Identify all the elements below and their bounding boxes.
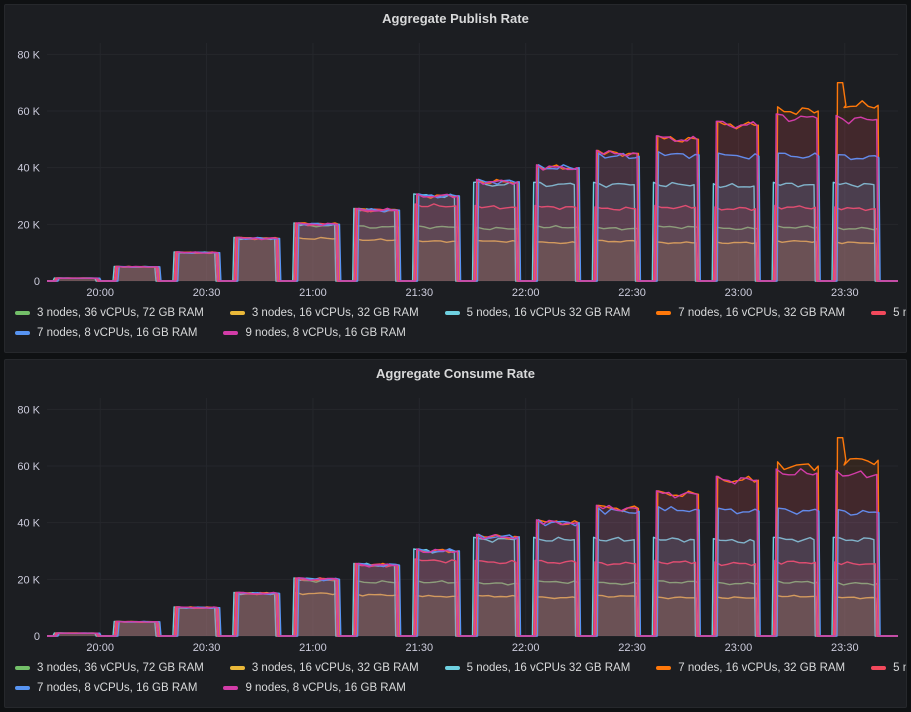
legend-series-swatch-icon xyxy=(444,666,460,670)
x-axis-tick-label: 22:00 xyxy=(512,287,540,299)
publish-rate-legend: 3 nodes, 36 vCPUs, 72 GB RAM 3 nodes, 16 … xyxy=(11,301,906,343)
legend-series-label: 7 nodes, 8 vCPUs, 16 GB RAM xyxy=(37,327,198,339)
x-axis-tick-label: 20:30 xyxy=(193,287,221,299)
legend-series-label: 3 nodes, 16 vCPUs, 32 GB RAM xyxy=(251,662,419,674)
legend-series-swatch-icon xyxy=(223,331,239,335)
panel-title-consume: Aggregate Consume Rate xyxy=(376,366,535,381)
legend-item[interactable]: 5 nodes, 16 vCPUs 32 GB RAM xyxy=(444,307,631,319)
legend-series-label: 7 nodes, 16 vCPUs, 32 GB RAM xyxy=(678,662,846,674)
legend-item[interactable]: 3 nodes, 16 vCPUs, 32 GB RAM xyxy=(229,307,419,319)
legend-series-swatch-icon xyxy=(223,686,239,690)
panel-title-publish: Aggregate Publish Rate xyxy=(382,11,529,26)
legend-item[interactable]: 3 nodes, 16 vCPUs, 32 GB RAM xyxy=(229,662,419,674)
x-axis-tick-label: 22:00 xyxy=(512,642,540,654)
legend-series-label: 3 nodes, 36 vCPUs, 72 GB RAM xyxy=(37,307,204,319)
x-axis-tick-label: 21:00 xyxy=(299,287,327,299)
x-axis-tick-label: 23:00 xyxy=(725,287,753,299)
series-7 xyxy=(47,113,898,282)
y-axis-tick-label: 80 K xyxy=(17,49,40,61)
legend-row: 7 nodes, 8 vCPUs, 16 GB RAM 9 nodes, 8 vC… xyxy=(15,323,898,343)
legend-series-swatch-icon xyxy=(229,311,245,315)
y-axis-tick-label: 80 K xyxy=(17,404,40,416)
legend-series-swatch-icon xyxy=(444,311,460,315)
chart-canvas[interactable]: 20:00 20:30 21:00 21:30 22:00 22:30 23:00 23:30… xyxy=(11,31,907,301)
y-axis-tick-label: 60 K xyxy=(17,461,40,473)
legend-item[interactable]: 5 nodes, 16 vCPUs 32 GB RAM xyxy=(444,662,631,674)
legend-series-label: 3 nodes, 36 vCPUs, 72 GB RAM xyxy=(37,662,204,674)
y-axis-tick-label: 60 K xyxy=(17,106,40,118)
y-axis-tick-label: 40 K xyxy=(17,163,40,175)
chart-canvas[interactable]: 20:00 20:30 21:00 21:30 22:00 22:30 23:00 23:30… xyxy=(11,386,907,656)
legend-series-swatch-icon xyxy=(871,666,887,670)
x-axis-tick-label: 22:30 xyxy=(618,642,646,654)
legend-item[interactable]: 7 nodes, 16 vCPUs, 32 GB RAM xyxy=(656,662,845,674)
legend-item[interactable]: 3 nodes, 36 vCPUs, 72 GB RAM xyxy=(15,662,204,674)
legend-series-swatch-icon xyxy=(229,666,245,670)
legend-series-label: 3 nodes, 16 vCPUs, 32 GB RAM xyxy=(251,307,419,319)
legend-series-label: 7 nodes, 16 vCPUs, 32 GB RAM xyxy=(678,307,846,319)
legend-item[interactable]: 5 nodes, 8 vCPUs, 16 GB RAM xyxy=(871,662,906,674)
legend-item[interactable]: 7 nodes, 16 vCPUs, 32 GB RAM xyxy=(656,307,845,319)
consume-rate-legend: 3 nodes, 36 vCPUs, 72 GB RAM 3 nodes, 16 … xyxy=(11,656,906,698)
panel-aggregate-publish-rate: Aggregate Publish Rate 20:00 20:30 21:00 21… xyxy=(4,4,907,353)
y-axis-tick-label: 20 K xyxy=(17,574,40,586)
legend-series-swatch-icon xyxy=(15,311,30,315)
x-axis-tick-label: 20:00 xyxy=(86,287,114,299)
x-axis-tick-label: 20:30 xyxy=(193,642,221,654)
legend-series-swatch-icon xyxy=(656,311,672,315)
legend-series-label: 5 nodes, 8 vCPUs, 16 GB RAM xyxy=(893,307,906,319)
legend-series-swatch-icon xyxy=(871,311,887,315)
legend-item[interactable]: 9 nodes, 8 vCPUs, 16 GB RAM xyxy=(223,682,406,694)
legend-row: 7 nodes, 8 vCPUs, 16 GB RAM 9 nodes, 8 vC… xyxy=(15,678,898,698)
legend-item[interactable]: 3 nodes, 36 vCPUs, 72 GB RAM xyxy=(15,307,204,319)
legend-series-label: 5 nodes, 16 vCPUs 32 GB RAM xyxy=(466,307,631,319)
x-axis-tick-label: 22:30 xyxy=(618,287,646,299)
legend-item[interactable]: 7 nodes, 8 vCPUs, 16 GB RAM xyxy=(15,682,197,694)
legend-series-swatch-icon xyxy=(656,666,672,670)
consume-rate-chart[interactable]: 20:00 20:30 21:00 21:30 22:00 22:30 23:00 23:30… xyxy=(11,386,900,656)
legend-series-swatch-icon xyxy=(15,686,30,690)
legend-series-swatch-icon xyxy=(15,331,30,335)
legend-series-label: 5 nodes, 8 vCPUs, 16 GB RAM xyxy=(893,662,906,674)
x-axis-tick-label: 23:30 xyxy=(831,642,859,654)
legend-series-swatch-icon xyxy=(15,666,30,670)
legend-item[interactable]: 5 nodes, 8 vCPUs, 16 GB RAM xyxy=(871,307,906,319)
legend-row: 3 nodes, 36 vCPUs, 72 GB RAM 3 nodes, 16 … xyxy=(15,303,906,323)
x-axis-tick-label: 23:00 xyxy=(725,642,753,654)
legend-row: 3 nodes, 36 vCPUs, 72 GB RAM 3 nodes, 16 … xyxy=(15,658,906,678)
publish-rate-chart[interactable]: 20:00 20:30 21:00 21:30 22:00 22:30 23:00 23:30… xyxy=(11,31,900,301)
legend-item[interactable]: 7 nodes, 8 vCPUs, 16 GB RAM xyxy=(15,327,197,339)
x-axis-tick-label: 21:30 xyxy=(406,287,434,299)
series-7 xyxy=(47,468,898,637)
x-axis-tick-label: 23:30 xyxy=(831,287,859,299)
legend-series-label: 9 nodes, 8 vCPUs, 16 GB RAM xyxy=(245,327,406,339)
y-axis-tick-label: 0 xyxy=(34,631,40,643)
legend-item[interactable]: 9 nodes, 8 vCPUs, 16 GB RAM xyxy=(223,327,406,339)
x-axis-tick-label: 20:00 xyxy=(86,642,114,654)
legend-series-label: 7 nodes, 8 vCPUs, 16 GB RAM xyxy=(37,682,198,694)
y-axis-tick-label: 0 xyxy=(34,276,40,288)
y-axis-tick-label: 20 K xyxy=(17,219,40,231)
legend-series-label: 5 nodes, 16 vCPUs 32 GB RAM xyxy=(466,662,631,674)
legend-series-label: 9 nodes, 8 vCPUs, 16 GB RAM xyxy=(245,682,406,694)
panel-aggregate-consume-rate: Aggregate Consume Rate 20:00 20:30 21:00 21… xyxy=(4,359,907,708)
y-axis-tick-label: 40 K xyxy=(17,518,40,530)
x-axis-tick-label: 21:30 xyxy=(406,642,434,654)
x-axis-tick-label: 21:00 xyxy=(299,642,327,654)
